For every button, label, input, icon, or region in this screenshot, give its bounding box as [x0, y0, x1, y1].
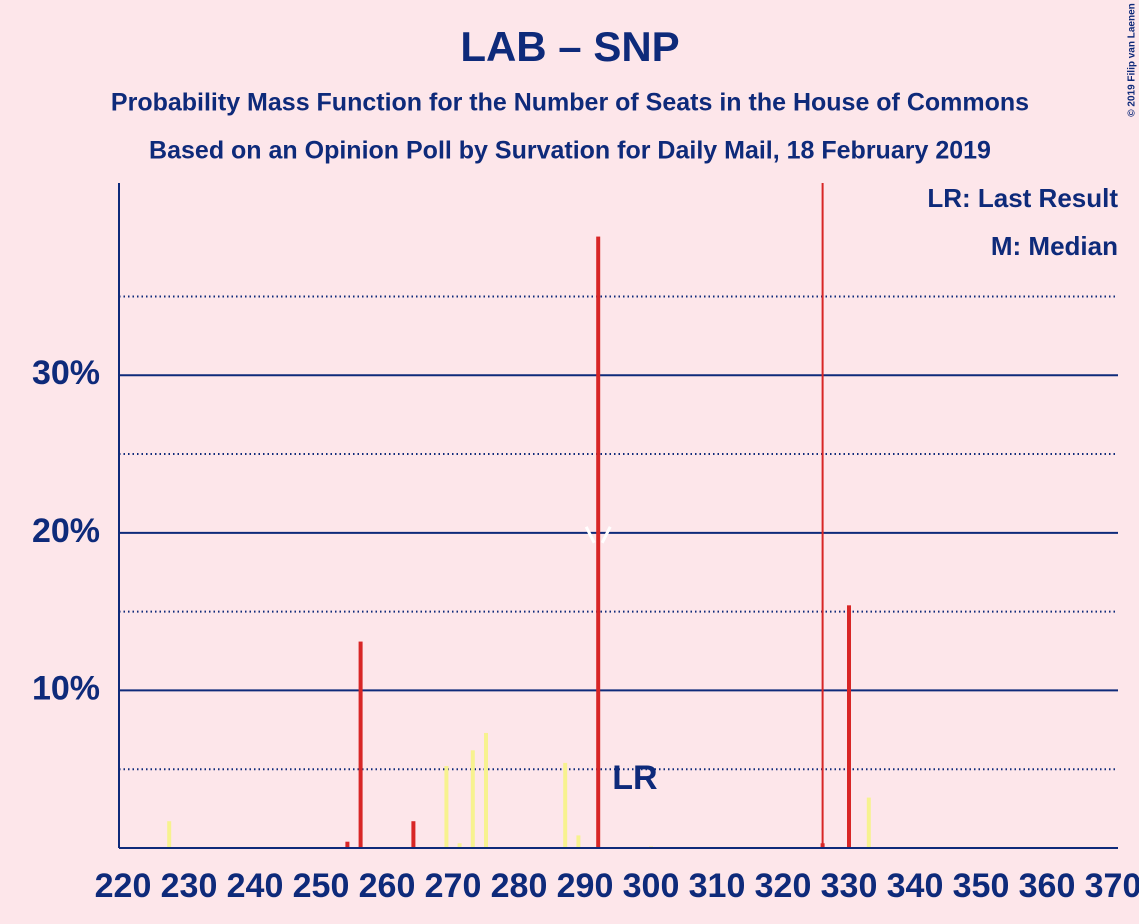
subtitle: Based on an Opinion Poll by Survation fo… — [149, 137, 991, 165]
bar — [345, 841, 350, 848]
bar — [167, 821, 172, 848]
x-tick-label: 260 — [359, 867, 416, 905]
x-tick-label: 310 — [689, 867, 746, 905]
bar — [866, 797, 871, 848]
bar — [358, 641, 363, 848]
x-tick-label: 230 — [161, 867, 218, 905]
x-tick-label: 340 — [887, 867, 944, 905]
bar — [470, 750, 475, 848]
x-tick-label: 290 — [557, 867, 614, 905]
y-tick-label: 20% — [32, 512, 100, 550]
bar — [847, 605, 851, 848]
bar — [484, 732, 488, 848]
lr-label: LR — [612, 759, 657, 797]
bar — [576, 835, 581, 848]
legend-entry: LR: Last Result — [927, 183, 1118, 213]
chart-title: LAB – SNP — [460, 23, 679, 70]
y-tick-label: 30% — [32, 354, 100, 392]
x-tick-label: 250 — [293, 867, 350, 905]
x-tick-label: 280 — [491, 867, 548, 905]
median-marker — [584, 526, 612, 544]
x-tick-label: 220 — [95, 867, 152, 905]
y-tick-label: 10% — [32, 669, 100, 707]
x-tick-label: 270 — [425, 867, 482, 905]
subtitle: Probability Mass Function for the Number… — [111, 89, 1029, 117]
x-tick-label: 370 — [1085, 867, 1139, 905]
x-tick-label: 300 — [623, 867, 680, 905]
x-tick-label: 240 — [227, 867, 284, 905]
bar — [457, 843, 462, 848]
bar — [563, 762, 568, 848]
bar — [411, 821, 416, 848]
copyright: © 2019 Filip van Laenen — [1127, 3, 1138, 117]
x-tick-label: 360 — [1019, 867, 1076, 905]
legend-entry: M: Median — [991, 231, 1118, 261]
x-tick-label: 330 — [821, 867, 878, 905]
bar — [596, 236, 601, 849]
x-tick-label: 350 — [953, 867, 1010, 905]
bar — [444, 766, 449, 848]
x-tick-label: 320 — [755, 867, 812, 905]
